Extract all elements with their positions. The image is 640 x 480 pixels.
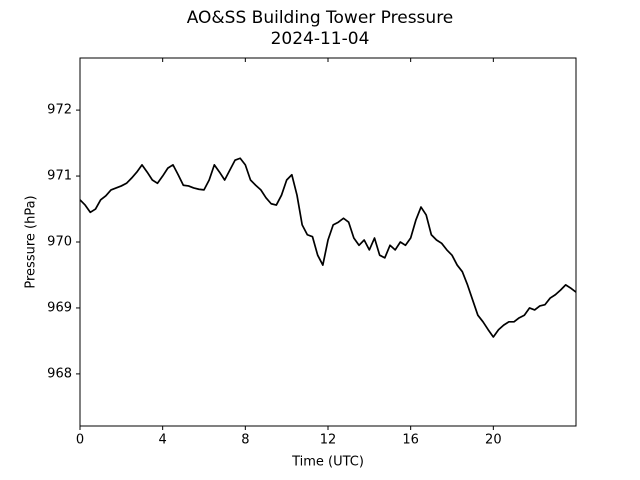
line-series	[79, 157, 577, 338]
y-tick-label: 972	[47, 103, 72, 118]
x-tick-label: 8	[241, 433, 249, 448]
x-tick-label: 0	[76, 433, 84, 448]
x-tick-label: 12	[320, 433, 337, 448]
x-axis-label: Time (UTC)	[291, 455, 364, 470]
y-tick-label: 969	[47, 300, 72, 315]
y-axis-label: Pressure (hPa)	[24, 195, 39, 288]
y-tick-label: 970	[47, 235, 72, 250]
y-tick-label: 968	[47, 366, 72, 381]
x-tick-label: 16	[402, 433, 419, 448]
chart-title: AO&SS Building Tower Pressure	[187, 8, 454, 28]
chart-subtitle: 2024-11-04	[271, 29, 370, 49]
y-tick-label: 971	[47, 169, 72, 184]
x-tick-label: 20	[485, 433, 502, 448]
x-tick-label: 4	[159, 433, 167, 448]
plot-frame	[79, 57, 577, 427]
